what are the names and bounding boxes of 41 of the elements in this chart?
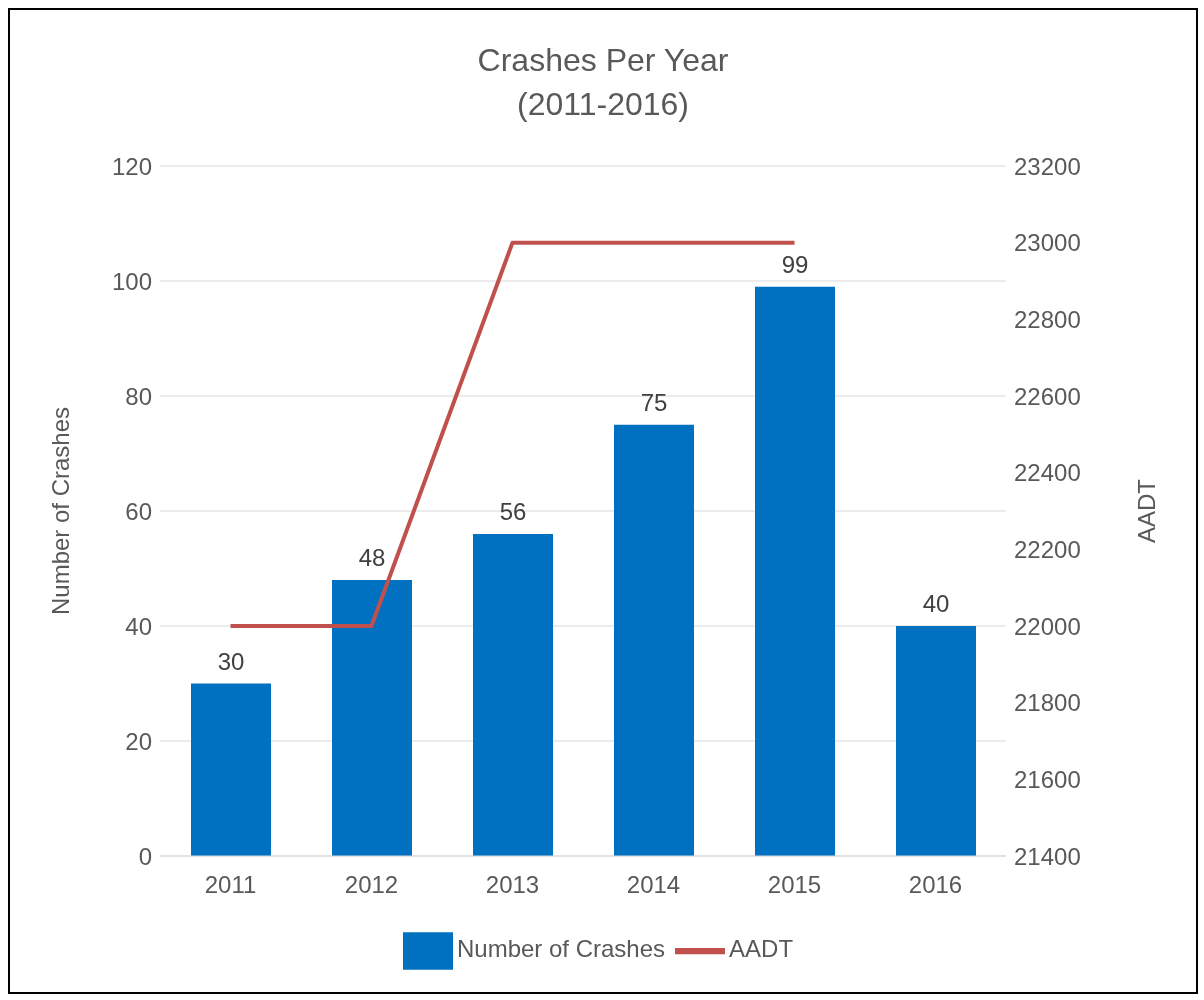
x-tick-label: 2016 (908, 871, 963, 899)
y2-tick-label: 21800 (1014, 689, 1081, 717)
data-label: 99 (781, 250, 809, 278)
bar (755, 286, 835, 856)
y2-tick-label: 21400 (1014, 842, 1081, 870)
y2-tick-label: 22200 (1014, 535, 1081, 563)
y2-tick-label: 22600 (1014, 382, 1081, 410)
bar (614, 424, 694, 856)
y2-axis-title: AADT (1132, 478, 1160, 544)
data-label: 40 (922, 590, 950, 617)
x-tick-label: 2012 (344, 871, 399, 899)
legend-label: AADT (729, 935, 794, 963)
y-tick-label: 100 (111, 267, 152, 295)
x-tick-label: 2014 (626, 871, 681, 899)
y-tick-label: 20 (125, 727, 152, 755)
y-tick-label: 40 (125, 612, 152, 640)
y2-tick-label: 23200 (1014, 152, 1081, 180)
data-label: 30 (217, 647, 245, 675)
data-label: 56 (499, 498, 527, 525)
y-tick-label: 80 (125, 382, 152, 410)
data-label: 48 (358, 544, 386, 571)
x-tick-label: 2015 (767, 871, 822, 899)
y2-tick-label: 22400 (1014, 459, 1081, 487)
y-tick-label: 60 (125, 497, 152, 525)
y2-tick-label: 22800 (1014, 305, 1081, 333)
y-tick-label: 0 (138, 842, 152, 870)
legend-label: Number of Crashes (456, 935, 666, 963)
y-tick-label: 120 (111, 152, 152, 180)
data-label: 75 (640, 388, 668, 416)
x-tick-label: 2013 (485, 871, 540, 899)
y2-tick-label: 21600 (1014, 765, 1081, 793)
bar (473, 534, 553, 856)
chart-title: Crashes Per Year (476, 41, 730, 80)
bar (332, 580, 412, 856)
chart-subtitle: (2011-2016) (516, 85, 690, 124)
y2-tick-label: 23000 (1014, 229, 1081, 257)
x-tick-label: 2011 (204, 871, 257, 899)
y2-tick-label: 22000 (1014, 612, 1081, 640)
bar (896, 626, 976, 856)
y-axis-title: Number of Crashes (46, 406, 74, 616)
bar (191, 683, 271, 856)
